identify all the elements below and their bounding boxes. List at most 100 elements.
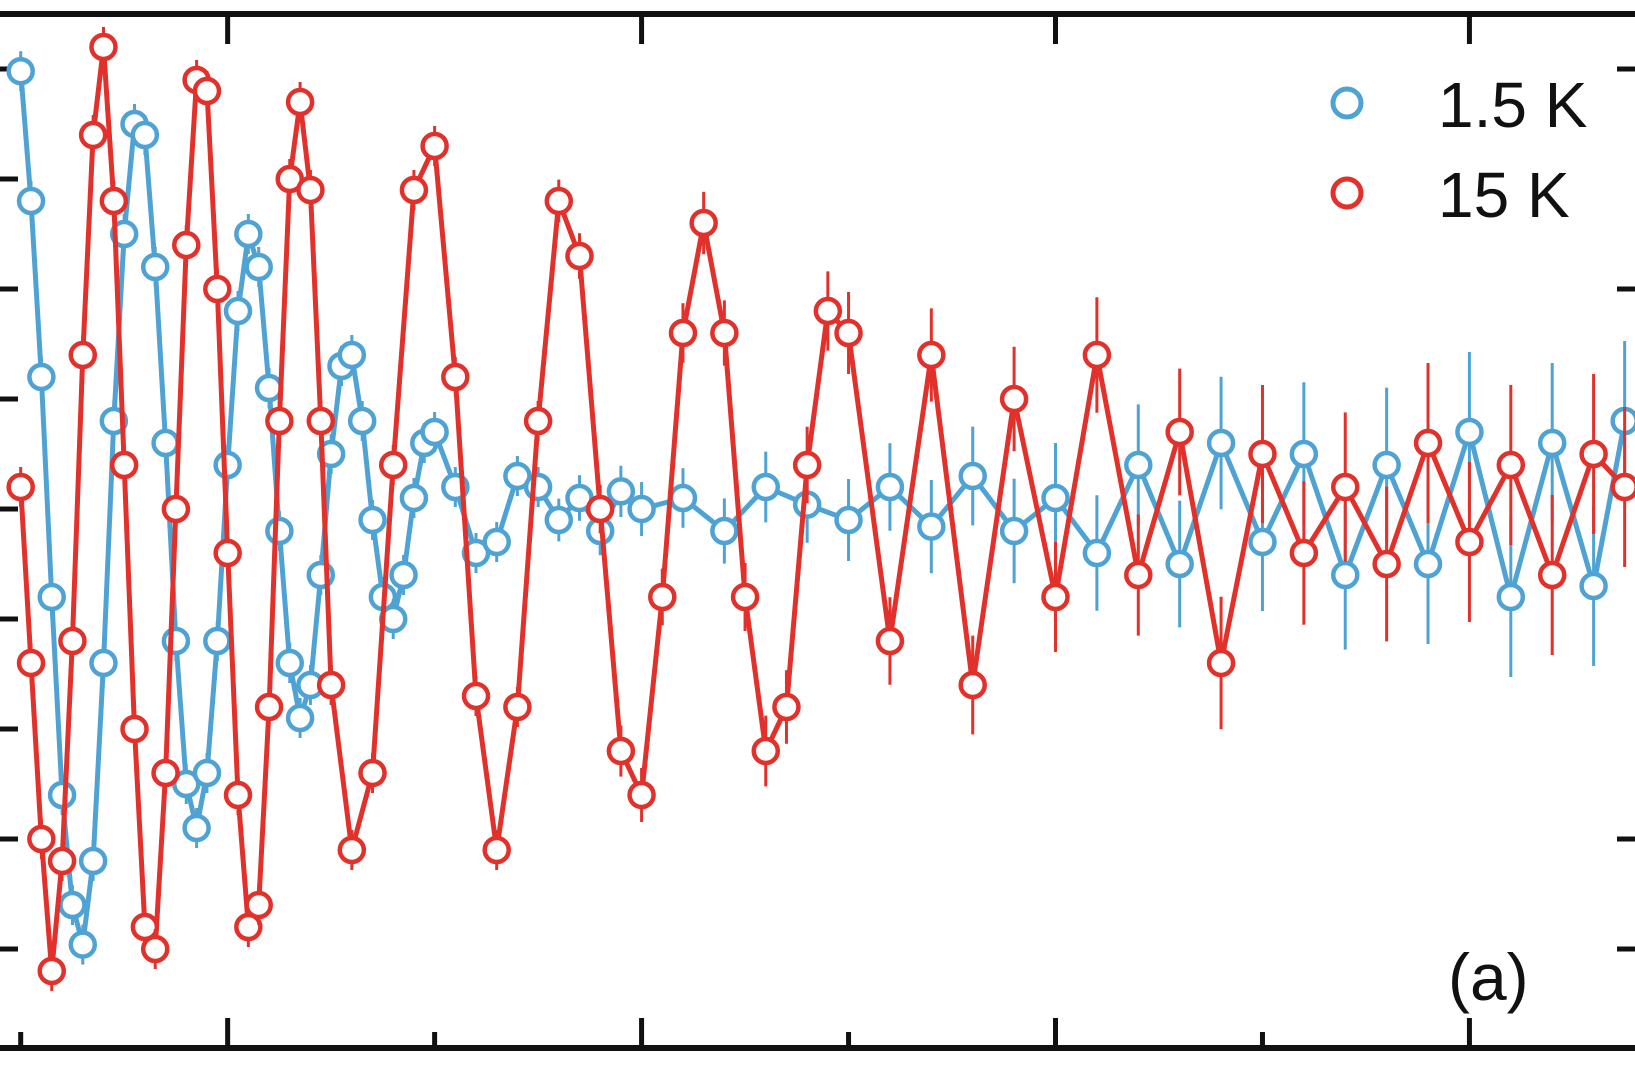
data-point <box>420 131 449 161</box>
data-point <box>1579 439 1608 469</box>
data-point <box>751 736 781 766</box>
data-point <box>544 505 574 535</box>
data-point <box>27 824 56 854</box>
data-point <box>275 648 304 678</box>
data-point <box>109 219 139 249</box>
data-point <box>161 626 191 656</box>
data-point <box>120 714 149 744</box>
data-point <box>203 626 232 656</box>
data-point <box>1041 582 1070 612</box>
data-point <box>834 505 863 535</box>
data-point <box>68 340 98 370</box>
plot-area <box>6 27 1635 991</box>
data-point <box>1165 417 1194 447</box>
data-point <box>234 912 263 942</box>
data-point <box>140 934 170 964</box>
data-point <box>16 186 46 216</box>
data-point <box>544 186 574 216</box>
data-point <box>254 373 284 403</box>
data-point <box>161 494 191 524</box>
data-point <box>234 219 263 249</box>
data-point <box>192 758 222 788</box>
data-point <box>182 813 211 843</box>
data-point <box>999 516 1029 546</box>
data-point <box>1372 549 1401 579</box>
data-point <box>399 483 429 513</box>
data-point <box>37 956 66 986</box>
data-point <box>1041 483 1070 513</box>
data-point <box>1124 450 1153 480</box>
data-point <box>565 241 594 271</box>
data-point <box>358 758 387 788</box>
data-point <box>316 439 346 469</box>
data-point <box>109 450 139 480</box>
data-point <box>254 692 284 722</box>
data-point <box>27 362 56 392</box>
legend-marker-15K <box>1330 176 1364 210</box>
data-point <box>1537 560 1567 590</box>
data-point <box>606 736 636 766</box>
data-point <box>68 930 98 959</box>
series-1 <box>6 27 1635 991</box>
data-point <box>1331 472 1360 502</box>
data-point <box>710 318 739 348</box>
axes-frame <box>0 11 1635 1051</box>
data-point <box>627 780 656 810</box>
data-point <box>834 318 863 348</box>
data-point <box>223 780 253 810</box>
data-point <box>399 175 429 205</box>
data-point <box>1413 428 1443 458</box>
legend-label-15K: 15 K <box>1438 159 1570 231</box>
series-0 <box>6 51 1635 965</box>
data-point <box>151 428 180 458</box>
data-point <box>203 274 232 304</box>
data-point <box>1579 571 1608 601</box>
data-point <box>1372 450 1401 480</box>
data-point <box>172 230 201 260</box>
data-point <box>958 670 987 700</box>
data-point <box>875 472 905 502</box>
data-point <box>668 483 698 513</box>
data-point <box>99 186 129 216</box>
data-point <box>78 846 108 876</box>
data-point <box>1610 472 1635 502</box>
data-point <box>58 626 87 656</box>
panel-label: (a) <box>1448 940 1529 1014</box>
data-point <box>627 494 656 524</box>
data-point <box>751 472 781 502</box>
data-point <box>792 450 822 480</box>
data-point <box>389 560 418 590</box>
data-point <box>306 406 336 436</box>
data-point <box>285 703 315 733</box>
data-point <box>223 296 253 326</box>
data-point <box>265 406 294 436</box>
data-point <box>213 538 242 568</box>
data-point <box>16 648 46 678</box>
data-point <box>482 527 511 557</box>
data-point <box>1206 428 1236 458</box>
data-point <box>78 120 108 150</box>
data-point <box>89 648 118 678</box>
data-point <box>1082 538 1112 568</box>
data-point <box>151 758 180 788</box>
data-point <box>378 450 408 480</box>
data-point <box>1248 439 1277 469</box>
data-point <box>1413 549 1443 579</box>
data-point <box>606 477 636 506</box>
data-point <box>47 846 77 876</box>
data-point <box>875 626 905 656</box>
data-point <box>244 252 273 282</box>
data-point <box>47 780 77 810</box>
data-point <box>813 296 843 326</box>
data-point <box>244 890 273 920</box>
data-point <box>285 87 315 117</box>
data-point <box>461 681 491 711</box>
data-point <box>213 450 242 480</box>
data-point <box>358 505 387 535</box>
data-point <box>1082 340 1112 370</box>
data-point <box>1496 450 1526 480</box>
data-point <box>89 32 118 62</box>
data-point <box>1289 538 1319 568</box>
data-point <box>772 692 801 722</box>
